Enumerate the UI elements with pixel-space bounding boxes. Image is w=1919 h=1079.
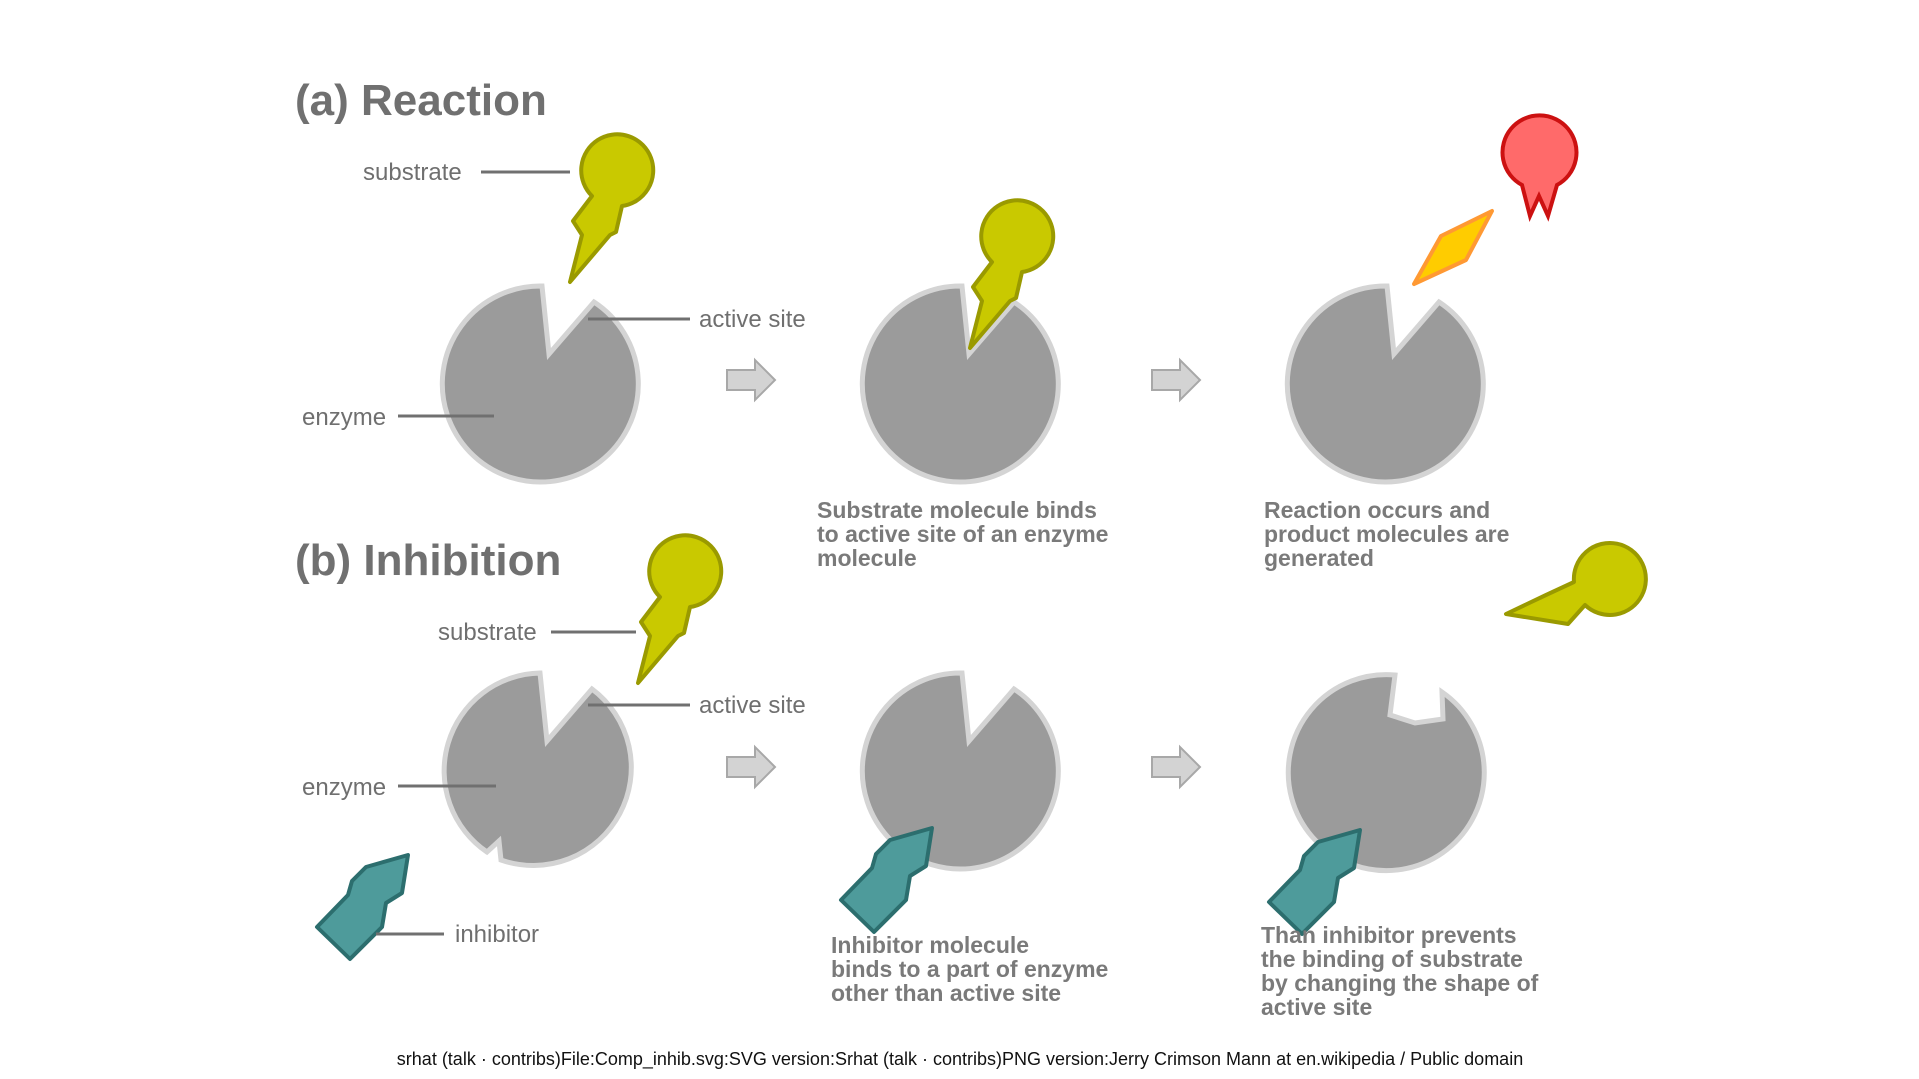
section-a-title: (a) Reaction (295, 76, 547, 125)
reaction-arrow-1 (726, 359, 776, 401)
caption-inhibitor-prevents: Than inhibitor prevents the binding of s… (1261, 922, 1545, 1020)
product-molecule-orange (1412, 209, 1494, 286)
active-site-label: active site (699, 692, 806, 719)
reaction-stage-1: substrate active site enzyme (302, 132, 806, 482)
enzyme-shape (444, 673, 631, 865)
substrate-molecule (568, 132, 656, 284)
caption-inhibitor-binds: Inhibitor molecule binds to a part of en… (831, 932, 1115, 1006)
enzyme-label: enzyme (302, 404, 386, 431)
enzyme-label: enzyme (302, 774, 386, 801)
reaction-stage-3: Reaction occurs and product molecules ar… (1264, 113, 1579, 571)
inhibition-stage-3: Than inhibitor prevents the binding of s… (1261, 540, 1648, 1020)
substrate-label: substrate (363, 159, 462, 186)
substrate-blocked (1504, 540, 1648, 626)
substrate-label: substrate (438, 619, 537, 646)
enzyme-shape (442, 286, 638, 482)
enzyme-shape (862, 286, 1058, 482)
inhibition-stage-2: Inhibitor molecule binds to a part of en… (831, 673, 1115, 1006)
active-site-label: active site (699, 306, 806, 333)
enzyme-shape (1287, 286, 1483, 482)
inhibition-stage-1: substrate active site enzyme inhibitor (302, 533, 806, 961)
inhibitor-label: inhibitor (455, 921, 539, 948)
inhibitor-bound (1267, 828, 1362, 936)
inhibition-arrow-1 (726, 746, 776, 788)
inhibitor-bound (839, 826, 934, 934)
reaction-arrow-2 (1151, 359, 1201, 401)
product-molecule-red (1500, 113, 1579, 223)
section-b-title: (b) Inhibition (295, 536, 561, 585)
reaction-stage-2: Substrate molecule binds to active site … (817, 198, 1115, 571)
attribution-credit: srhat (talk · contribs)File:Comp_inhib.s… (397, 1049, 1523, 1070)
inhibition-arrow-2 (1151, 746, 1201, 788)
caption-substrate-binds: Substrate molecule binds to active site … (817, 497, 1115, 571)
substrate-molecule (636, 533, 724, 685)
inhibitor-molecule (315, 853, 410, 961)
caption-reaction-occurs: Reaction occurs and product molecules ar… (1264, 497, 1516, 571)
